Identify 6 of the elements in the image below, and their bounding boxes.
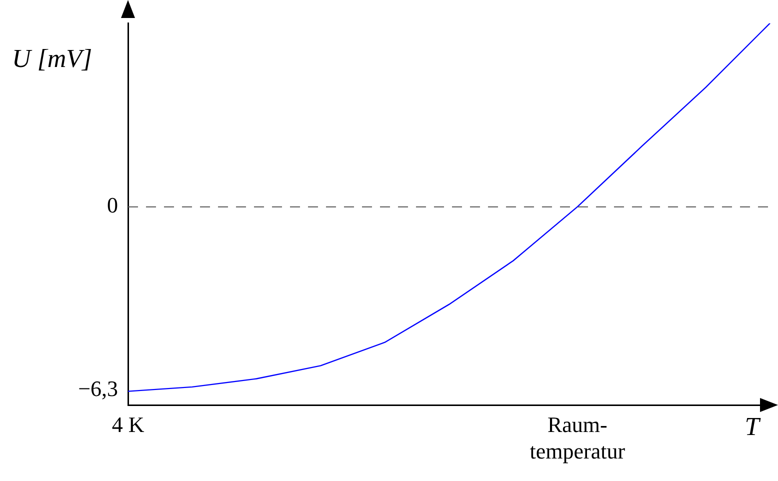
x-axis-title: T	[744, 412, 761, 441]
x-tick-label: Raum- temperatur	[530, 412, 626, 464]
y-tick-label: −6,3	[78, 376, 118, 402]
x-tick-label: 4 K	[112, 412, 144, 437]
y-tick-label: 0	[107, 192, 118, 218]
y-axis-title: U [mV]	[12, 44, 92, 73]
